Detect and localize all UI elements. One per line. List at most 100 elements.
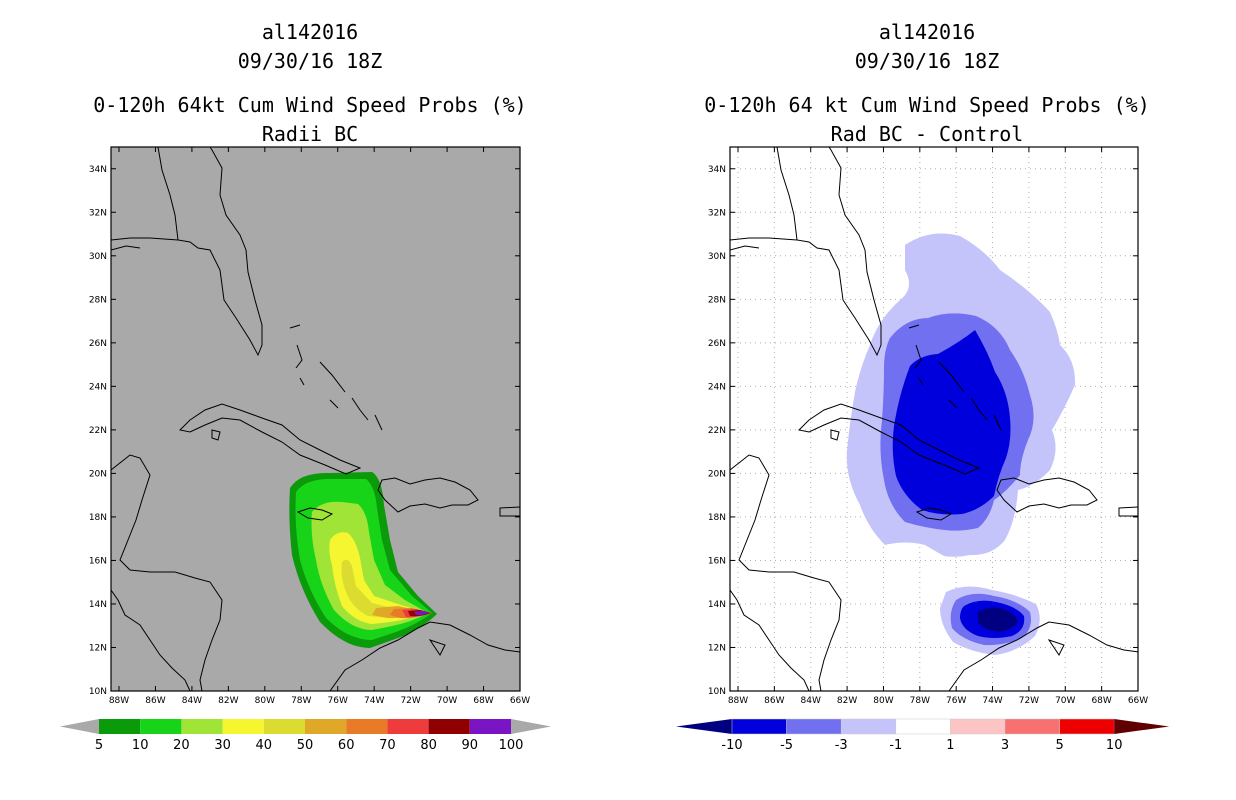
lon-label: 66W xyxy=(1128,696,1148,706)
right-product-title: 0-120h 64 kt Cum Wind Speed Probs (%) xyxy=(704,93,1150,117)
left-panel-title: al142016 09/30/16 18Z 0-120h 64kt Cum Wi… xyxy=(60,18,560,149)
lat-label: 14N xyxy=(708,600,726,610)
right-panel-title: al142016 09/30/16 18Z 0-120h 64 kt Cum W… xyxy=(677,18,1177,149)
lat-label: 10N xyxy=(708,687,726,697)
colorbar-swatch xyxy=(840,718,897,735)
prob-contour-40 xyxy=(341,559,420,618)
lon-label: 78W xyxy=(910,696,930,706)
lon-label: 82W xyxy=(218,696,238,706)
lat-label: 24N xyxy=(89,382,107,392)
colorbar-label: -1 xyxy=(889,738,902,753)
colorbar-label: 5 xyxy=(95,738,103,753)
lon-label: 80W xyxy=(873,696,893,706)
colorbar-swatch xyxy=(1004,718,1060,735)
colorbar-label: 10 xyxy=(132,738,149,753)
left-map-frame xyxy=(110,146,521,692)
colorbar-swatch xyxy=(222,719,264,734)
colorbar-over-triangle xyxy=(511,719,551,734)
lat-label: 26N xyxy=(708,339,726,349)
colorbar-label: -3 xyxy=(835,738,848,753)
lon-label: 88W xyxy=(728,696,748,706)
lon-label: 72W xyxy=(400,696,420,706)
lon-label: 76W xyxy=(946,696,966,706)
prob-contour-90 xyxy=(414,611,430,616)
left-colorbar: 5 10 20 30 40 50 60 70 80 90 100 xyxy=(60,719,551,753)
colorbar-under-triangle xyxy=(60,719,99,734)
lon-label: 82W xyxy=(837,696,857,706)
colorbar-label: 10 xyxy=(1106,738,1123,753)
colorbar-over-triangle xyxy=(1114,719,1170,734)
lon-label: 86W xyxy=(145,696,165,706)
right-axis-ticks: 10N 12N 14N 16N 18N 20N 22N 24N 26N 28N 30N 32N 34N 8… xyxy=(708,147,1148,706)
right-subtitle: Rad BC - Control xyxy=(830,122,1024,146)
colorbar-swatch xyxy=(950,718,1006,735)
colorbar-label: -5 xyxy=(780,738,793,753)
left-axis-ticks: 10N 12N 14N 16N 18N 20N 22N 24N 26N 28N 30N 32N 34N 8… xyxy=(89,147,530,706)
colorbar-swatch xyxy=(99,719,141,734)
lat-label: 12N xyxy=(708,643,726,653)
lon-label: 68W xyxy=(473,696,493,706)
right-map-frame xyxy=(729,146,1139,692)
colorbar-swatch xyxy=(469,719,511,734)
colorbar-swatch xyxy=(731,718,787,735)
lat-label: 24N xyxy=(708,382,726,392)
lon-label: 86W xyxy=(764,696,784,706)
colorbar-label: 40 xyxy=(256,738,273,753)
colorbar-swatch xyxy=(428,719,470,734)
lat-label: 28N xyxy=(89,295,107,305)
lat-label: 30N xyxy=(89,252,107,262)
colorbar-label: 5 xyxy=(1055,738,1063,753)
colorbar-swatch xyxy=(895,718,951,735)
lon-label: 84W xyxy=(182,696,202,706)
colorbar-label: 60 xyxy=(338,738,355,753)
lon-label: 68W xyxy=(1091,696,1111,706)
lon-label: 80W xyxy=(255,696,275,706)
lon-label: 88W xyxy=(109,696,129,706)
colorbar-swatch xyxy=(387,719,429,734)
lon-label: 70W xyxy=(1055,696,1075,706)
right-datetime: 09/30/16 18Z xyxy=(854,49,1000,73)
lat-label: 28N xyxy=(708,295,726,305)
left-datetime: 09/30/16 18Z xyxy=(237,49,383,73)
lat-label: 10N xyxy=(89,687,107,697)
colorbar-label: 20 xyxy=(173,738,190,753)
diff-contour-dark xyxy=(892,330,1011,515)
lon-label: 74W xyxy=(982,696,1002,706)
diff-contour-navy xyxy=(978,607,1018,632)
lat-label: 12N xyxy=(89,643,107,653)
lon-label: 84W xyxy=(801,696,821,706)
lat-label: 20N xyxy=(708,469,726,479)
colorbar-swatch xyxy=(140,719,182,734)
colorbar-swatch xyxy=(1059,718,1115,735)
colorbar-swatch xyxy=(181,719,223,734)
lat-label: 16N xyxy=(89,556,107,566)
lat-label: 30N xyxy=(708,252,726,262)
colorbar-swatch xyxy=(786,718,842,735)
colorbar-label: 70 xyxy=(379,738,396,753)
lon-label: 66W xyxy=(510,696,530,706)
left-product-title: 0-120h 64kt Cum Wind Speed Probs (%) xyxy=(93,93,527,117)
colorbar-label: 50 xyxy=(297,738,314,753)
colorbar-label: -10 xyxy=(721,738,742,753)
colorbar-swatch xyxy=(346,719,388,734)
lon-label: 70W xyxy=(437,696,457,706)
colorbar-label: 90 xyxy=(462,738,479,753)
right-map-panel: 10N 12N 14N 16N 18N 20N 22N 24N 26N 28N 30N 32N 34N 8… xyxy=(676,146,1170,753)
lon-label: 76W xyxy=(328,696,348,706)
lat-label: 34N xyxy=(708,165,726,175)
colorbar-label: 100 xyxy=(499,738,524,753)
lat-label: 16N xyxy=(708,556,726,566)
lat-label: 22N xyxy=(89,426,107,436)
lat-label: 26N xyxy=(89,339,107,349)
left-subtitle: Radii BC xyxy=(261,122,359,146)
lat-label: 18N xyxy=(708,513,726,523)
colorbar-swatch xyxy=(263,719,305,734)
colorbar-label: 1 xyxy=(946,738,954,753)
right-difference-contours xyxy=(846,233,1076,655)
lat-label: 22N xyxy=(708,426,726,436)
lat-label: 32N xyxy=(89,208,107,218)
lat-label: 20N xyxy=(89,469,107,479)
colorbar-label: 30 xyxy=(214,738,231,753)
colorbar-under-triangle xyxy=(676,719,732,734)
